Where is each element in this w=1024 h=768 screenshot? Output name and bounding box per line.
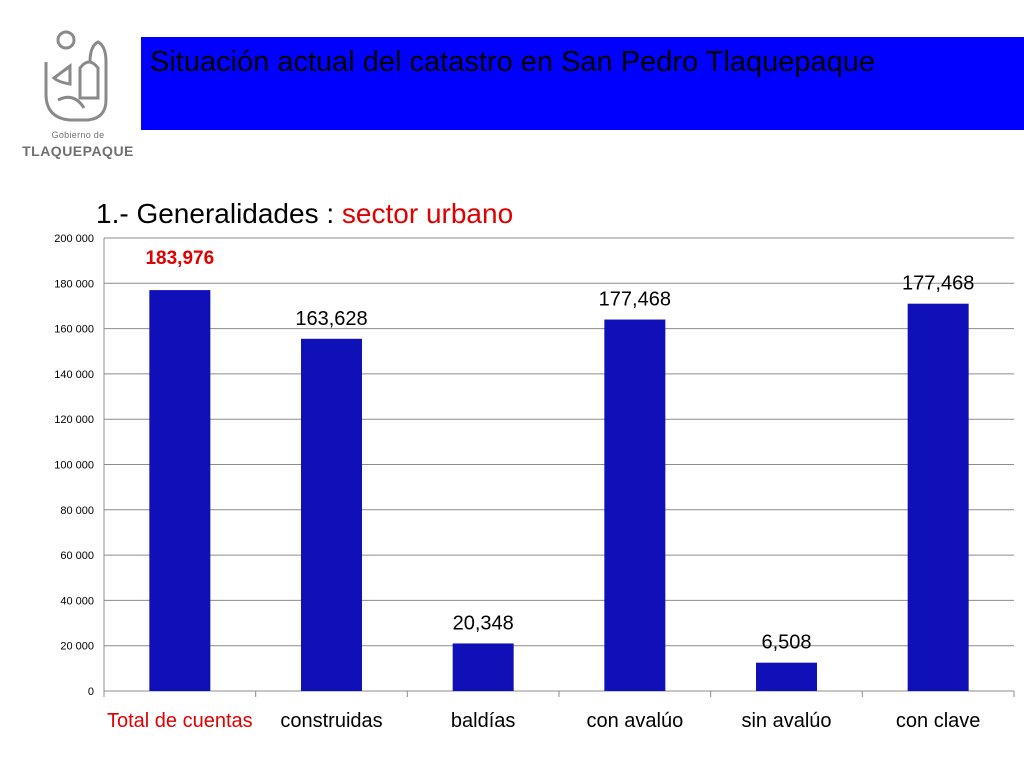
- y-tick-label: 80 000: [60, 505, 94, 517]
- tlaquepaque-logo: [44, 30, 108, 122]
- data-label: 177,468: [599, 289, 671, 311]
- subtitle-prefix: 1.- Generalidades :: [96, 198, 342, 229]
- bar: [301, 338, 362, 691]
- bar: [604, 319, 666, 691]
- x-tick-label: baldías: [451, 710, 516, 732]
- section-subtitle: 1.- Generalidades : sector urbano: [96, 198, 513, 230]
- title-banner: Situación actual del catastro en San Ped…: [141, 37, 1024, 130]
- x-tick-label: Total de cuentas: [107, 710, 253, 732]
- data-label: 6,508: [761, 632, 811, 654]
- bar: [907, 303, 969, 691]
- bar: [452, 643, 514, 691]
- bar: [149, 290, 211, 691]
- logo-name: TLAQUEPAQUE: [22, 143, 134, 159]
- y-tick-label: 0: [88, 686, 94, 698]
- y-tick-label: 100 000: [54, 460, 94, 472]
- y-tick-label: 180 000: [54, 278, 94, 290]
- y-tick-label: 60 000: [60, 550, 94, 562]
- y-tick-label: 160 000: [54, 324, 94, 336]
- data-label: 163,628: [295, 308, 367, 330]
- bar: [756, 662, 817, 691]
- logo-subtitle: Gobierno de: [51, 130, 105, 140]
- data-label: 20,348: [453, 612, 514, 634]
- subtitle-highlight: sector urbano: [341, 198, 514, 229]
- y-tick-label: 20 000: [60, 641, 94, 653]
- data-label: 177,468: [902, 273, 974, 295]
- y-tick-label: 40 000: [60, 595, 94, 607]
- y-tick-label: 140 000: [54, 369, 94, 381]
- x-tick-label: sin avalúo: [741, 710, 831, 732]
- y-tick-label: 200 000: [54, 233, 94, 245]
- x-tick-label: con avalúo: [586, 710, 683, 732]
- x-tick-label: construidas: [280, 710, 382, 732]
- x-tick-label: con clave: [896, 710, 981, 732]
- data-label: 183,976: [145, 248, 214, 269]
- page-title: Situación actual del catastro en San Ped…: [150, 46, 875, 78]
- y-tick-label: 120 000: [54, 414, 94, 426]
